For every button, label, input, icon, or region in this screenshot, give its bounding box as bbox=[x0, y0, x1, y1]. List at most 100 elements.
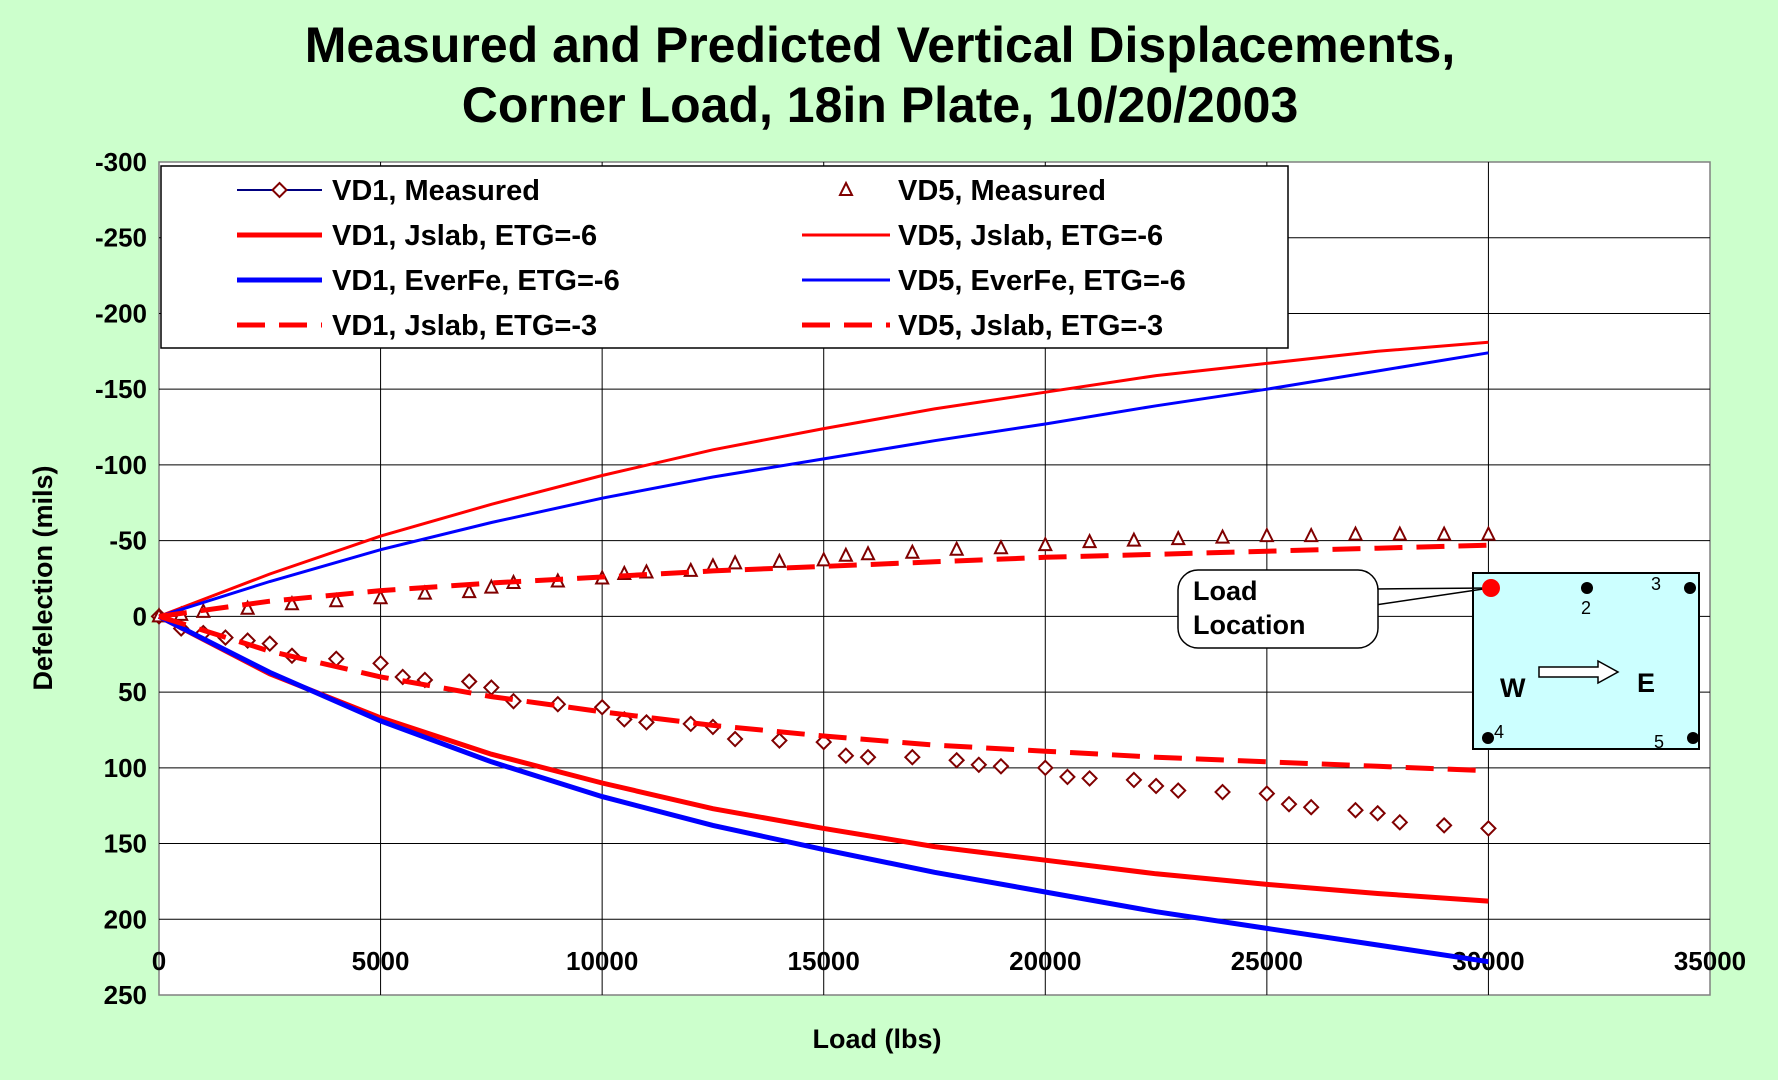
legend-box bbox=[160, 165, 1289, 349]
inset-box bbox=[1472, 572, 1700, 750]
x-tick-label: 20000 bbox=[1009, 946, 1081, 976]
y-tick-label: -50 bbox=[109, 526, 147, 556]
data-point-diamond bbox=[1169, 782, 1187, 799]
data-point-triangle bbox=[949, 540, 965, 556]
data-point-triangle bbox=[1037, 535, 1053, 552]
data-point-triangle bbox=[1480, 525, 1497, 541]
series-layer bbox=[150, 340, 1497, 965]
data-point-diamond bbox=[593, 698, 611, 716]
data-point-diamond bbox=[549, 695, 567, 713]
inset-east-label: E bbox=[1637, 668, 1655, 698]
legend: VD1, Measured VD1, Jslab, ETG=-6 VD1, Ever… bbox=[160, 165, 1289, 349]
series-vd5-jslab-etg-6 bbox=[158, 340, 1489, 618]
data-point-diamond bbox=[992, 757, 1010, 775]
data-point-triangle bbox=[1392, 525, 1408, 541]
data-point-diamond bbox=[1280, 795, 1298, 813]
y-tick-label: 100 bbox=[104, 753, 147, 783]
series-vd1-jslab-etg-6 bbox=[157, 614, 1489, 904]
data-point-diamond bbox=[460, 673, 478, 690]
x-tick-labels: 0 5000 10000 15000 20000 25000 30000 35000 bbox=[152, 946, 1746, 976]
callout-line-2: Location bbox=[1193, 610, 1306, 640]
legend-label: VD1, Measured bbox=[332, 175, 540, 207]
sensor-label-2: 2 bbox=[1581, 598, 1591, 618]
load-location-dot bbox=[1482, 579, 1500, 597]
data-point-triangle bbox=[1214, 528, 1231, 544]
data-point-triangle bbox=[284, 595, 300, 611]
data-point-diamond bbox=[638, 713, 655, 731]
data-point-triangle bbox=[727, 554, 743, 570]
data-point-diamond bbox=[1480, 819, 1497, 837]
data-point-triangle bbox=[1347, 525, 1364, 541]
data-point-diamond bbox=[261, 635, 279, 653]
data-point-diamond bbox=[1391, 813, 1409, 831]
series-vd5-jslab-etg-3 bbox=[158, 542, 1489, 619]
legend-label: VD5, EverFe, ETG=-6 bbox=[898, 265, 1186, 297]
sensor-dot-4 bbox=[1482, 732, 1494, 744]
y-tick-label: -100 bbox=[95, 450, 147, 480]
data-point-triangle bbox=[1126, 531, 1142, 547]
legend-label: VD1, Jslab, ETG=-3 bbox=[332, 310, 597, 342]
data-point-triangle bbox=[1081, 532, 1098, 549]
data-point-diamond bbox=[1147, 777, 1165, 795]
data-point-triangle bbox=[417, 584, 433, 600]
legend-label: VD5, Measured bbox=[898, 175, 1106, 207]
series-line bbox=[157, 614, 1489, 904]
y-tick-label: -200 bbox=[95, 298, 147, 328]
y-tick-label: 150 bbox=[104, 829, 147, 859]
chart-title-line-2: Corner Load, 18in Plate, 10/20/2003 bbox=[462, 77, 1299, 133]
data-point-diamond bbox=[1435, 816, 1453, 834]
data-point-diamond bbox=[1081, 770, 1099, 787]
x-tick-label: 0 bbox=[152, 946, 166, 976]
series-vd1-jslab-etg-3 bbox=[158, 614, 1489, 774]
callout-pointer bbox=[1374, 587, 1491, 590]
y-tick-label: 250 bbox=[104, 980, 147, 1010]
sensor-label-4: 4 bbox=[1494, 722, 1504, 742]
series-line bbox=[157, 614, 1489, 965]
data-point-diamond bbox=[859, 748, 877, 766]
data-point-triangle bbox=[483, 578, 499, 594]
y-tick-label: -300 bbox=[95, 147, 147, 177]
y-tick-label: -150 bbox=[95, 374, 147, 404]
data-point-triangle bbox=[1170, 529, 1186, 546]
data-point-diamond bbox=[726, 730, 744, 748]
series-line bbox=[158, 542, 1489, 619]
data-point-diamond bbox=[1347, 801, 1364, 819]
data-point-diamond bbox=[903, 748, 921, 766]
series-line bbox=[158, 614, 1489, 774]
x-tick-label: 15000 bbox=[788, 946, 860, 976]
legend-label: VD1, Jslab, ETG=-6 bbox=[332, 220, 597, 252]
data-point-triangle bbox=[904, 543, 920, 559]
inset-diagram: Load Location 2 3 4 5 W E bbox=[1177, 569, 1700, 752]
x-tick-label: 25000 bbox=[1231, 946, 1303, 976]
data-point-triangle bbox=[838, 546, 854, 562]
y-tick-label: -250 bbox=[95, 223, 147, 253]
legend-label: VD1, EverFe, ETG=-6 bbox=[332, 265, 620, 297]
y-tick-label: 50 bbox=[118, 677, 147, 707]
series-line bbox=[158, 351, 1489, 618]
callout-line-1: Load bbox=[1193, 576, 1258, 606]
data-point-diamond bbox=[1036, 759, 1054, 777]
inset-west-label: W bbox=[1500, 673, 1526, 703]
data-point-diamond bbox=[271, 181, 288, 199]
sensor-dot-2 bbox=[1581, 582, 1593, 594]
x-axis-label: Load (lbs) bbox=[813, 1024, 942, 1054]
y-tick-labels: -300 -250 -200 -150 -100 -50 0 50 100 150 200 250 bbox=[95, 147, 147, 1010]
data-point-triangle bbox=[1436, 525, 1452, 541]
data-point-diamond bbox=[837, 747, 855, 765]
series-vd1-everfe-etg-6 bbox=[157, 614, 1489, 965]
series-line bbox=[158, 340, 1489, 618]
sensor-dot-3 bbox=[1684, 582, 1696, 594]
data-point-diamond bbox=[1125, 771, 1143, 789]
y-axis-label: Defelection (mils) bbox=[28, 465, 58, 690]
data-point-diamond bbox=[948, 751, 966, 769]
data-point-diamond bbox=[372, 654, 389, 672]
series-vd5-everfe-etg-6 bbox=[158, 351, 1489, 618]
sensor-dot-5 bbox=[1687, 732, 1699, 744]
data-point-triangle bbox=[461, 582, 477, 599]
data-point-diamond bbox=[1059, 768, 1076, 786]
x-tick-label: 35000 bbox=[1674, 946, 1746, 976]
data-point-triangle bbox=[372, 588, 389, 605]
y-tick-label: 0 bbox=[133, 601, 147, 631]
legend-label: VD5, Jslab, ETG=-6 bbox=[898, 220, 1163, 252]
series-vd1-measured bbox=[150, 607, 1497, 837]
